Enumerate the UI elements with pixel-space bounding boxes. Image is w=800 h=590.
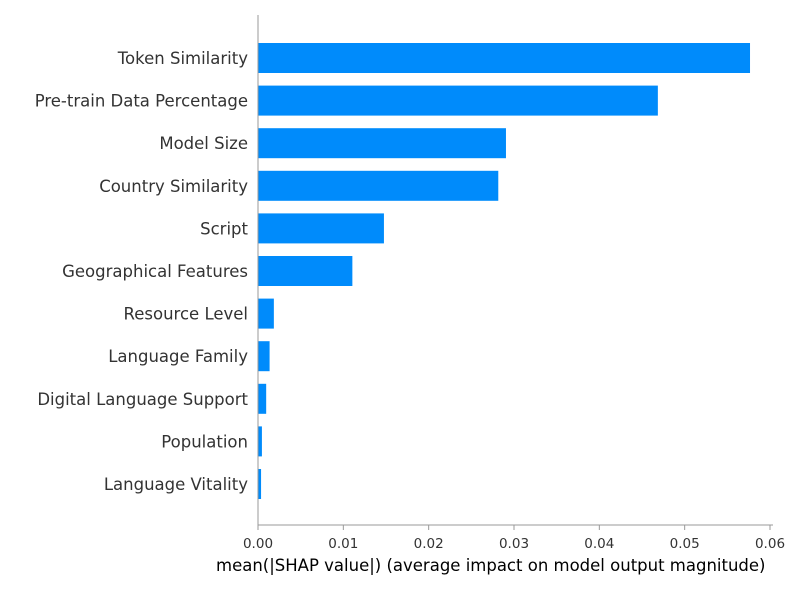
bar-2 bbox=[258, 128, 506, 159]
x-tick-label: 0.00 bbox=[243, 536, 273, 552]
bars-group bbox=[258, 43, 751, 499]
bar-3 bbox=[258, 170, 499, 201]
category-label: Token Similarity bbox=[117, 49, 248, 68]
bar-6 bbox=[258, 298, 274, 329]
category-label: Geographical Features bbox=[62, 262, 248, 281]
bar-0 bbox=[258, 43, 751, 73]
category-label: Digital Language Support bbox=[37, 390, 248, 409]
x-tick-label: 0.05 bbox=[670, 536, 700, 552]
x-tick-label: 0.04 bbox=[584, 536, 614, 552]
x-tick-label: 0.02 bbox=[414, 536, 444, 552]
category-label: Resource Level bbox=[124, 305, 248, 324]
x-tick-label: 0.03 bbox=[499, 536, 529, 552]
category-label: Language Family bbox=[108, 347, 248, 366]
bar-4 bbox=[258, 213, 384, 244]
bar-8 bbox=[258, 383, 267, 414]
category-label: Pre-train Data Percentage bbox=[35, 92, 248, 111]
bar-5 bbox=[258, 256, 353, 286]
x-ticks: 0.00 0.01 0.02 0.03 0.04 0.05 0.06 bbox=[243, 525, 785, 552]
category-label: Population bbox=[161, 432, 248, 451]
x-tick-label: 0.06 bbox=[755, 536, 785, 552]
x-axis-label: mean(|SHAP value|) (average impact on mo… bbox=[216, 556, 766, 575]
bar-7 bbox=[258, 341, 270, 372]
category-label: Language Vitality bbox=[104, 475, 248, 494]
x-tick-label: 0.01 bbox=[328, 536, 358, 552]
bar-9 bbox=[258, 426, 262, 457]
bar-10 bbox=[258, 469, 262, 499]
category-label: Country Similarity bbox=[99, 177, 248, 196]
category-label: Model Size bbox=[159, 134, 248, 153]
category-label: Script bbox=[200, 219, 248, 238]
category-labels: Token Similarity Pre-train Data Percentag… bbox=[35, 49, 249, 494]
bar-1 bbox=[258, 85, 658, 116]
